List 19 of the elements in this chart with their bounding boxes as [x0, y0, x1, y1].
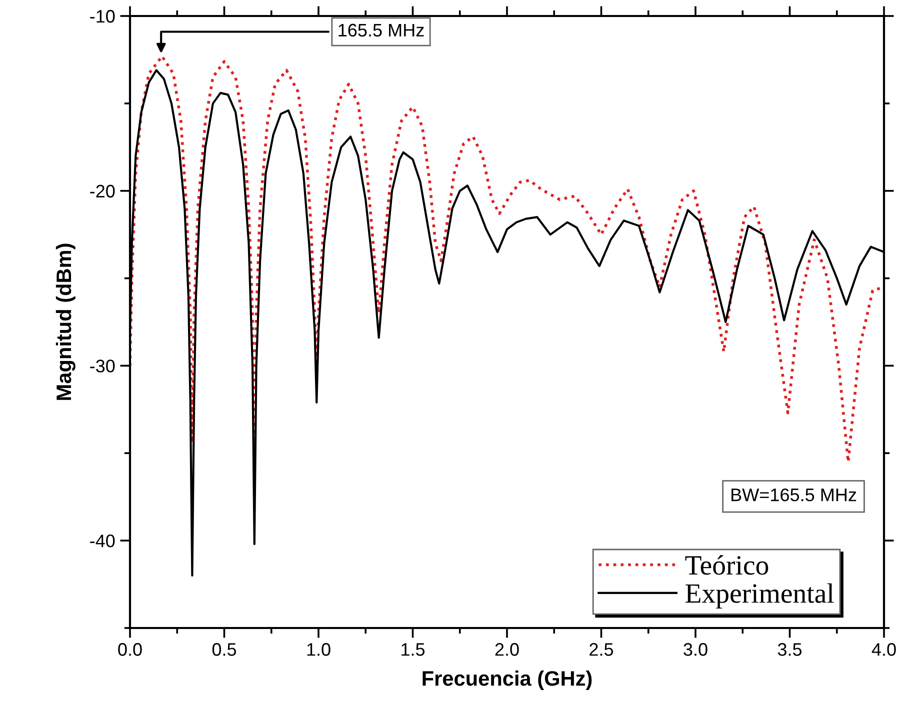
- x-tick-label: 2.5: [590, 643, 614, 656]
- legend-label: Teórico: [685, 555, 768, 575]
- x-tick-label: 3.0: [684, 643, 708, 656]
- x-axis-title: Frecuencia (GHz): [422, 670, 592, 690]
- x-tick-label: 2.0: [495, 643, 519, 656]
- y-tick-label: -20: [90, 184, 115, 198]
- x-tick-label: 1.5: [402, 643, 425, 656]
- x-tick-label: 3.5: [778, 643, 802, 656]
- y-tick-label: -10: [90, 10, 115, 23]
- x-tick-label: 4.0: [872, 643, 896, 656]
- x-tick-label: 0.0: [118, 643, 142, 656]
- y-tick-label: -30: [90, 360, 115, 372]
- x-tick-label: 0.5: [212, 643, 236, 656]
- annotation: BW=165.5 MHz: [732, 488, 856, 502]
- legend-label: Experimental: [686, 583, 834, 609]
- annotation: 165.5 MHz: [338, 24, 424, 37]
- y-axis-title: Magnitud (dBm): [56, 244, 76, 400]
- y-tick-label: -40: [90, 534, 115, 548]
- x-tick-label: 1.0: [307, 643, 330, 656]
